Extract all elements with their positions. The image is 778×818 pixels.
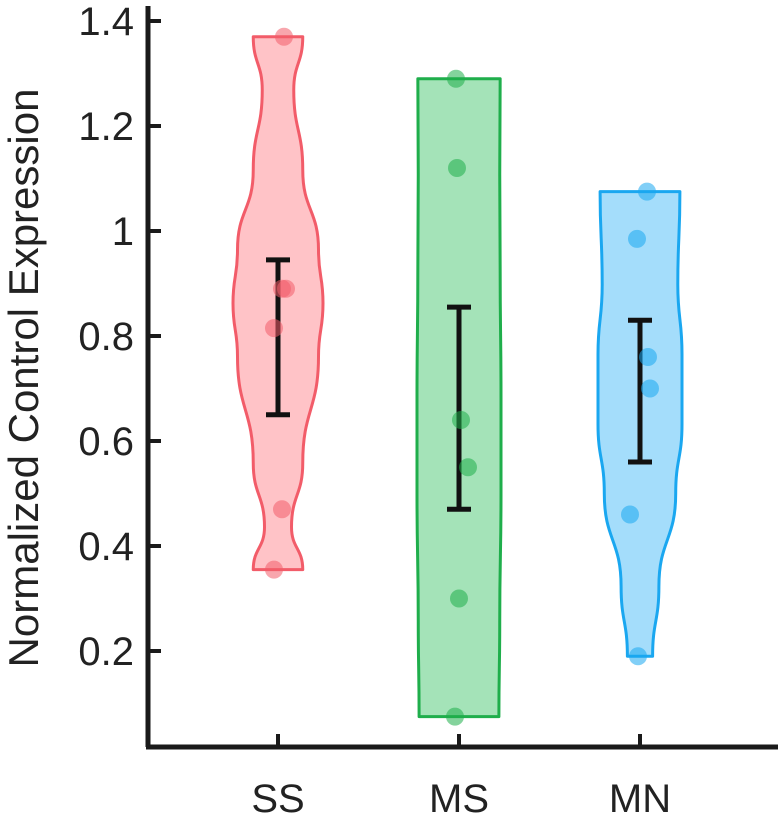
data-point-ms-2: [448, 159, 466, 177]
x-tick-label-ms: MS: [429, 777, 489, 818]
data-point-ms-1: [447, 69, 465, 88]
data-point-mn-3: [639, 348, 657, 366]
data-point-ms-6: [446, 707, 464, 726]
data-point-mn-4: [641, 379, 659, 398]
y-tick-label: 0.2: [78, 630, 134, 674]
data-point-mn-2: [628, 229, 646, 248]
data-point-ss-1: [275, 27, 293, 46]
x-tick-label-mn: MN: [609, 777, 671, 818]
data-point-ss-5: [273, 500, 291, 519]
x-tick-label-ss: SS: [251, 777, 304, 818]
y-axis-title: Normalized Control Expression: [0, 89, 47, 668]
y-tick-label: 1.4: [78, 0, 134, 44]
data-point-ss-3: [273, 279, 291, 298]
y-tick-label: 0.8: [78, 315, 134, 359]
data-point-ss-6: [265, 560, 283, 579]
data-points-layer: [265, 27, 659, 726]
data-point-ss-4: [265, 319, 283, 338]
axes: [145, 6, 778, 750]
y-tick-label: 1: [112, 210, 134, 254]
error-bars-layer: [266, 257, 652, 512]
data-point-mn-1: [638, 182, 656, 201]
data-point-ms-4: [459, 458, 477, 477]
data-point-ms-3: [452, 411, 470, 429]
y-tick-label: 1.2: [78, 105, 134, 149]
data-point-mn-5: [621, 505, 639, 524]
x-ticks: SS MS MN: [251, 734, 671, 818]
data-point-ms-5: [450, 589, 468, 608]
y-ticks: 0.2 0.4 0.6 0.8 1 1.2 1.4: [78, 0, 161, 674]
y-tick-label: 0.6: [78, 420, 134, 464]
y-tick-label: 0.4: [78, 525, 134, 569]
data-point-mn-6: [629, 647, 647, 666]
